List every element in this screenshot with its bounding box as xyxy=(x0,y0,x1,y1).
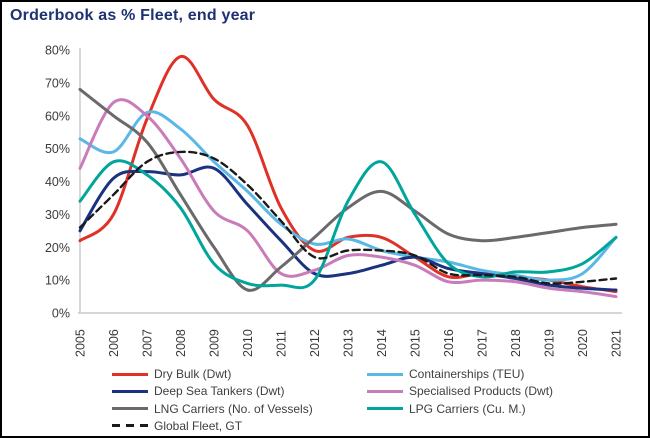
x-axis-tick-label: 2012 xyxy=(308,329,322,357)
x-axis-tick-label: 2017 xyxy=(476,329,490,357)
x-axis-tick-label: 2006 xyxy=(107,329,121,357)
y-axis-tick-label: 80% xyxy=(45,44,70,58)
x-axis-tick-label: 2020 xyxy=(576,329,590,357)
y-axis-tick-label: 20% xyxy=(45,241,70,255)
y-axis-tick-label: 40% xyxy=(45,175,70,189)
x-axis-tick-label: 2011 xyxy=(275,330,289,357)
x-axis-tick-label: 2018 xyxy=(509,329,523,357)
series-line-specialised-products-dwt xyxy=(78,98,618,299)
x-axis-tick-label: 2021 xyxy=(610,329,624,357)
y-axis-tick-label: 0% xyxy=(52,307,70,321)
series-line-containerships-teu xyxy=(78,110,618,282)
x-axis-tick-label: 2015 xyxy=(409,329,423,357)
series-line-lpg-carriers-cu-m xyxy=(78,159,618,290)
x-axis-tick-label: 2008 xyxy=(174,329,188,357)
y-axis-tick-label: 50% xyxy=(45,142,70,156)
y-axis-tick-label: 70% xyxy=(45,76,70,90)
y-axis-tick-label: 60% xyxy=(45,109,70,123)
x-axis-tick-label: 2019 xyxy=(543,329,557,357)
series-line-deep-sea-tankers-dwt xyxy=(78,165,618,292)
x-axis-tick-label: 2014 xyxy=(375,329,389,357)
x-axis-tick-label: 2016 xyxy=(442,329,456,357)
chart-title: Orderbook as % Fleet, end year xyxy=(10,7,256,24)
series-line-lng-carriers-no-of-vessels xyxy=(78,87,618,292)
series-line-global-fleet-gt xyxy=(78,150,618,285)
x-axis-tick-label: 2013 xyxy=(342,329,356,357)
y-axis-tick-label: 10% xyxy=(45,274,70,288)
x-axis-tick-label: 2010 xyxy=(241,329,255,357)
x-axis-tick-label: 2007 xyxy=(141,329,155,357)
x-axis-tick-label: 2005 xyxy=(74,329,88,357)
x-axis-tick-label: 2009 xyxy=(208,329,222,357)
y-axis-tick-label: 30% xyxy=(45,208,70,222)
